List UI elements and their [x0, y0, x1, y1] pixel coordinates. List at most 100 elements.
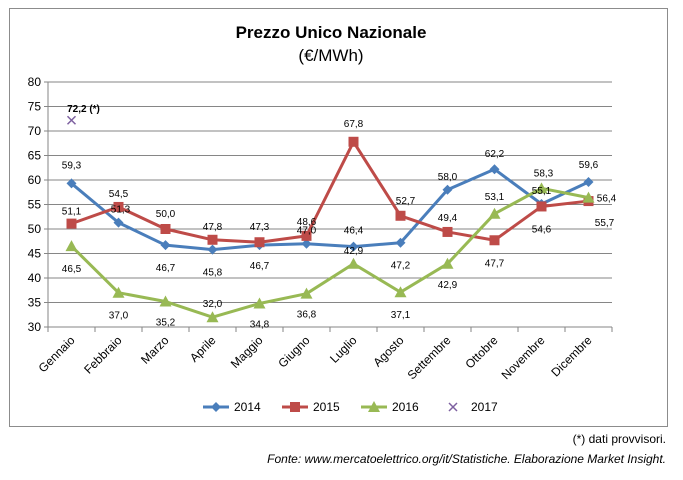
data-point-2015: [301, 230, 312, 241]
data-point-2014: [348, 241, 359, 252]
data-point-2015: [254, 237, 265, 248]
source-note: Fonte: www.mercatoelettrico.org/it/Stati…: [267, 452, 666, 466]
data-point-2016: [300, 287, 313, 299]
data-label-2015: 49,4: [438, 213, 458, 224]
data-point-2014: [442, 184, 453, 195]
data-label-2014: 47,0: [297, 226, 317, 237]
data-point-2016: [441, 257, 454, 269]
data-label-2014: 55,1: [532, 186, 552, 197]
data-point-2016: [582, 191, 595, 203]
data-label-2014: 47,2: [391, 261, 411, 272]
data-point-2015: [536, 201, 547, 212]
data-point-2015: [348, 136, 359, 147]
chart-frame: [9, 8, 668, 427]
data-label-2015: 52,7: [396, 196, 416, 207]
x-tick-label: Gennaio: [36, 333, 78, 375]
data-point-2015: [160, 224, 171, 234]
data-point-2017: [66, 115, 77, 125]
x-tick-label: Agosto: [370, 333, 407, 370]
data-label-2016: 58,3: [534, 168, 554, 179]
data-point-2016: [488, 207, 501, 219]
data-point-2014: [207, 244, 218, 255]
y-tick-label: 60: [28, 173, 42, 187]
data-point-2016: [394, 286, 407, 298]
data-label-2015: 47,3: [250, 222, 270, 233]
data-point-2014: [211, 402, 221, 412]
x-tick-label: Maggio: [228, 333, 266, 371]
data-point-2014: [113, 217, 124, 228]
data-label-2016: 46,5: [62, 264, 82, 275]
x-tick-label: Febbraio: [81, 333, 125, 377]
y-tick-label: 40: [28, 271, 42, 285]
data-point-2016: [206, 311, 219, 323]
chart-title: Prezzo Unico Nazionale: [236, 23, 427, 42]
data-point-2017: [448, 402, 458, 412]
data-point-2016: [535, 182, 548, 194]
data-label-2014: 59,3: [62, 160, 82, 171]
chart-subtitle: (€/MWh): [298, 46, 363, 65]
data-label-2014: 59,6: [579, 160, 599, 171]
data-label-2015: 47,8: [203, 222, 223, 233]
data-label-2016: 37,1: [391, 310, 411, 321]
data-point-2015: [66, 218, 77, 229]
legend-label-2014: 2014: [234, 400, 261, 414]
data-label-2017: 72,2 (*): [67, 104, 100, 115]
data-label-2014: 46,4: [344, 226, 364, 237]
data-point-2015: [113, 201, 124, 212]
series-line-2015: [70, 140, 589, 244]
data-point-2016: [65, 240, 78, 252]
data-label-2014: 51,3: [111, 205, 131, 216]
data-label-2016: 32,0: [203, 299, 223, 310]
y-tick-label: 65: [28, 149, 42, 163]
y-tick-label: 55: [28, 198, 42, 212]
data-label-2014: 45,8: [203, 268, 223, 279]
x-tick-label: Novembre: [499, 333, 548, 382]
data-point-2016: [159, 295, 172, 307]
line-chart: Prezzo Unico Nazionale (€/MWh) 30 35 40 45 5…: [28, 23, 617, 414]
y-tick-label: 30: [28, 320, 42, 334]
data-point-2015: [395, 210, 406, 221]
data-label-2016: 42,9: [344, 246, 364, 257]
data-label-2016: 42,9: [438, 280, 458, 291]
data-label-2016: 37,0: [109, 311, 129, 322]
data-label-2015: 50,0: [156, 209, 176, 220]
data-label-2015: 54,6: [532, 224, 552, 235]
data-point-2014: [301, 238, 312, 249]
x-tick-label: Giugno: [275, 333, 312, 370]
data-label-2015: 48,6: [297, 217, 317, 228]
data-label-2014: 58,0: [438, 172, 458, 183]
data-label-2016: 34,8: [250, 319, 270, 330]
y-tick-label: 45: [28, 247, 42, 261]
data-point-2014: [395, 237, 406, 248]
data-point-2016: [112, 286, 125, 298]
data-label-2016: 35,2: [156, 318, 176, 329]
data-point-2016: [253, 297, 266, 309]
x-tick-label: Marzo: [138, 333, 172, 367]
data-label-2014: 46,7: [250, 261, 270, 272]
data-point-2015: [207, 234, 218, 245]
data-point-2015: [290, 402, 300, 412]
x-tick-label: Settembre: [405, 333, 454, 382]
legend-label-2017: 2017: [471, 400, 498, 414]
data-label-2015: 55,7: [595, 218, 615, 229]
y-tick-label: 50: [28, 222, 42, 236]
legend-label-2015: 2015: [313, 400, 340, 414]
data-label-2015: 51,1: [62, 207, 82, 218]
data-point-2015: [442, 226, 453, 237]
x-tick-label: Aprile: [187, 333, 219, 365]
series-line-2016: [70, 186, 589, 319]
y-tick-label: 80: [28, 75, 42, 89]
data-point-2016: [368, 401, 380, 412]
data-point-2014: [489, 164, 500, 175]
x-tick-label: Luglio: [327, 333, 360, 366]
data-label-2015: 67,8: [344, 119, 364, 130]
y-tick-label: 75: [28, 100, 42, 114]
data-point-2016: [347, 257, 360, 269]
x-tick-label: Ottobre: [462, 333, 500, 371]
x-tick-label: Dicembre: [548, 333, 594, 379]
data-label-2015: 54,5: [109, 189, 129, 200]
series-line-2014: [70, 167, 590, 252]
data-point-2014: [583, 176, 594, 187]
data-label-2014: 62,2: [485, 149, 505, 160]
data-label-2016: 36,8: [297, 310, 317, 321]
